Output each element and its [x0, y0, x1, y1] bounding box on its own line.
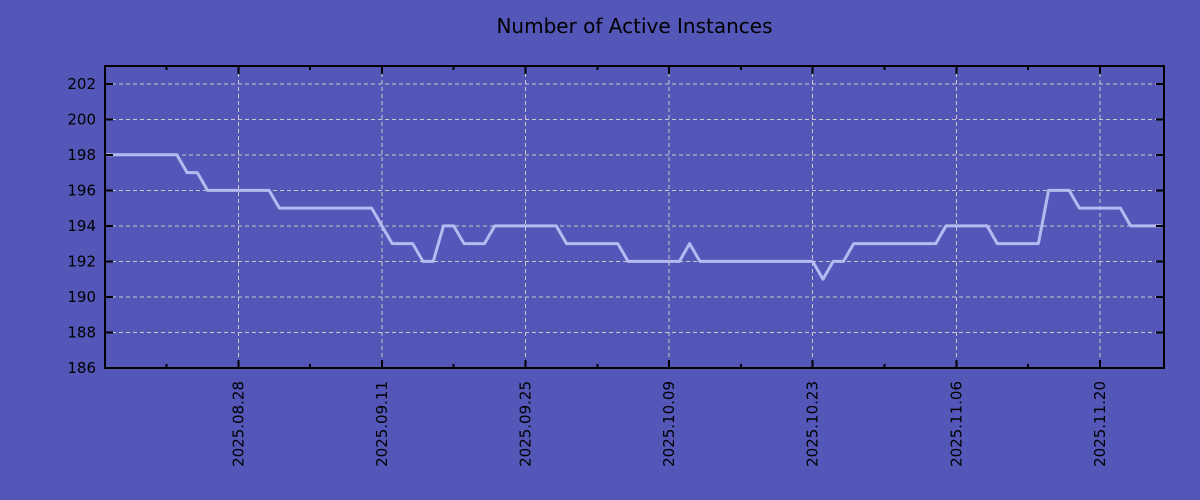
x-tick-label: 2025.11.20: [1091, 381, 1109, 467]
y-tick-label: 202: [67, 75, 96, 93]
plot-border: [104, 65, 1165, 369]
x-tick-label: 2025.09.11: [373, 381, 391, 467]
x-tick-label: 2025.10.23: [804, 381, 822, 467]
y-tick-label: 196: [67, 181, 96, 199]
x-tick-label: 2025.09.25: [517, 381, 535, 467]
x-tick-label: 2025.11.06: [947, 381, 965, 467]
y-tick-label: 192: [67, 252, 96, 270]
x-tick-label: 2025.10.09: [660, 381, 678, 467]
y-tick-label: 194: [67, 217, 96, 235]
y-tick-label: 188: [67, 323, 96, 341]
chart-title: Number of Active Instances: [496, 14, 773, 38]
x-tick-label: 2025.08.28: [229, 381, 247, 467]
y-tick-label: 198: [67, 146, 96, 164]
y-tick-label: 190: [67, 288, 96, 306]
y-tick-label: 186: [67, 359, 96, 377]
data-series-line: [105, 153, 1162, 281]
y-tick-label: 200: [67, 110, 96, 128]
